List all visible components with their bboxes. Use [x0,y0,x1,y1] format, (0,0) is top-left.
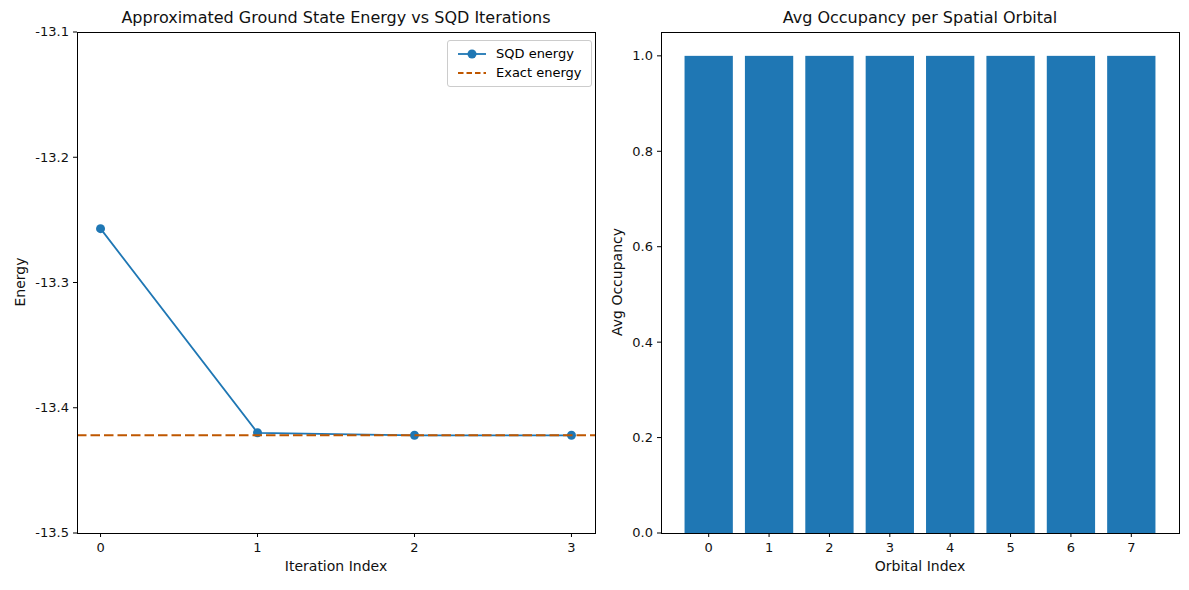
legend-label-exact: Exact energy [496,64,582,81]
energy-convergence-plot: -13.1 -13.2 -13.3 -13.4 -13.5 0 1 2 3 [35,24,595,555]
legend-item-exact-energy: Exact energy [456,64,582,81]
occupancy-bar [805,56,853,533]
exact-line-sample-icon [456,66,488,80]
right-x-axis-label: Orbital Index [661,557,1179,575]
occupancy-bar-plot: 0.0 0.2 0.4 0.6 0.8 1.0 0 1 2 3 4 5 6 7 [632,33,1179,556]
y-tick-label: -13.5 [35,525,69,540]
y-tick-label: -13.4 [35,400,69,415]
left-chart-title: Approximated Ground State Energy vs SQD … [77,8,595,27]
occupancy-bar [986,56,1034,533]
x-tick-label: 0 [705,540,713,555]
occupancy-bar [926,56,974,533]
figure-canvas: -13.1-13.2-13.3-13.4-13.50123 0.00.20.40… [0,0,1189,590]
x-tick-label: 5 [1006,540,1014,555]
y-tick-label: -13.3 [35,275,69,290]
legend-item-sqd-energy: SQD energy [456,45,582,62]
x-tick-label: 1 [253,540,261,555]
y-tick-label: 1.0 [632,48,653,63]
left-x-axis-label: Iteration Index [77,557,595,575]
x-tick-label: 4 [946,540,954,555]
x-tick-label: 2 [410,540,418,555]
x-tick-label: 6 [1067,540,1075,555]
occupancy-bar [745,56,793,533]
x-tick-label: 3 [886,540,894,555]
occupancy-bar [685,56,733,533]
legend: SQD energy Exact energy [447,40,592,87]
plots-svg: -13.1-13.2-13.3-13.4-13.50123 0.00.20.40… [0,0,1189,590]
y-tick-label: 0.0 [632,525,653,540]
occupancy-bar [866,56,914,533]
left-y-axis-label: Energy [11,182,29,382]
axes-frame [662,33,1180,534]
y-tick-label: -13.2 [35,150,69,165]
x-tick-label: 1 [765,540,773,555]
occupancy-bar [1107,56,1155,533]
sqd-data-point [96,224,105,233]
y-tick-label: 0.4 [632,335,653,350]
x-tick-label: 7 [1127,540,1135,555]
y-tick-label: 0.6 [632,239,653,254]
legend-label-sqd: SQD energy [496,45,574,62]
x-tick-label: 2 [825,540,833,555]
x-tick-label: 3 [567,540,575,555]
y-tick-label: 0.2 [632,430,653,445]
occupancy-bar [1047,56,1095,533]
right-y-axis-label: Avg Occupancy [608,182,626,382]
axes-frame [78,33,596,534]
right-chart-title: Avg Occupancy per Spatial Orbital [661,8,1179,27]
y-tick-label: 0.8 [632,144,653,159]
sqd-energy-line [101,229,572,436]
y-tick-label: -13.1 [35,24,69,39]
sqd-line-sample-icon [456,47,488,61]
x-tick-label: 0 [96,540,104,555]
